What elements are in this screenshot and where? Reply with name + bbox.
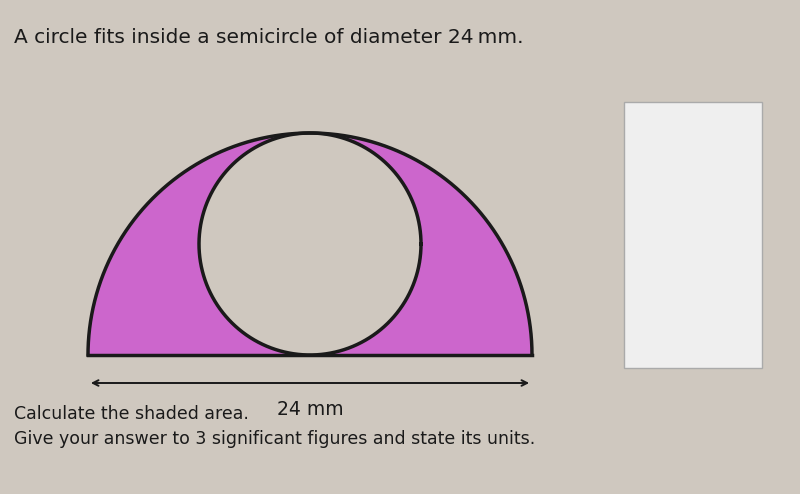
Polygon shape (88, 133, 532, 355)
Text: Give your answer to 3 significant figures and state its units.: Give your answer to 3 significant figure… (14, 430, 535, 448)
Bar (624, 102, 762, 368)
Text: 24 mm: 24 mm (277, 400, 343, 419)
Text: Calculate the shaded area.: Calculate the shaded area. (14, 405, 249, 423)
Text: A circle fits inside a semicircle of diameter 24 mm.: A circle fits inside a semicircle of dia… (14, 28, 523, 47)
Polygon shape (199, 133, 421, 355)
